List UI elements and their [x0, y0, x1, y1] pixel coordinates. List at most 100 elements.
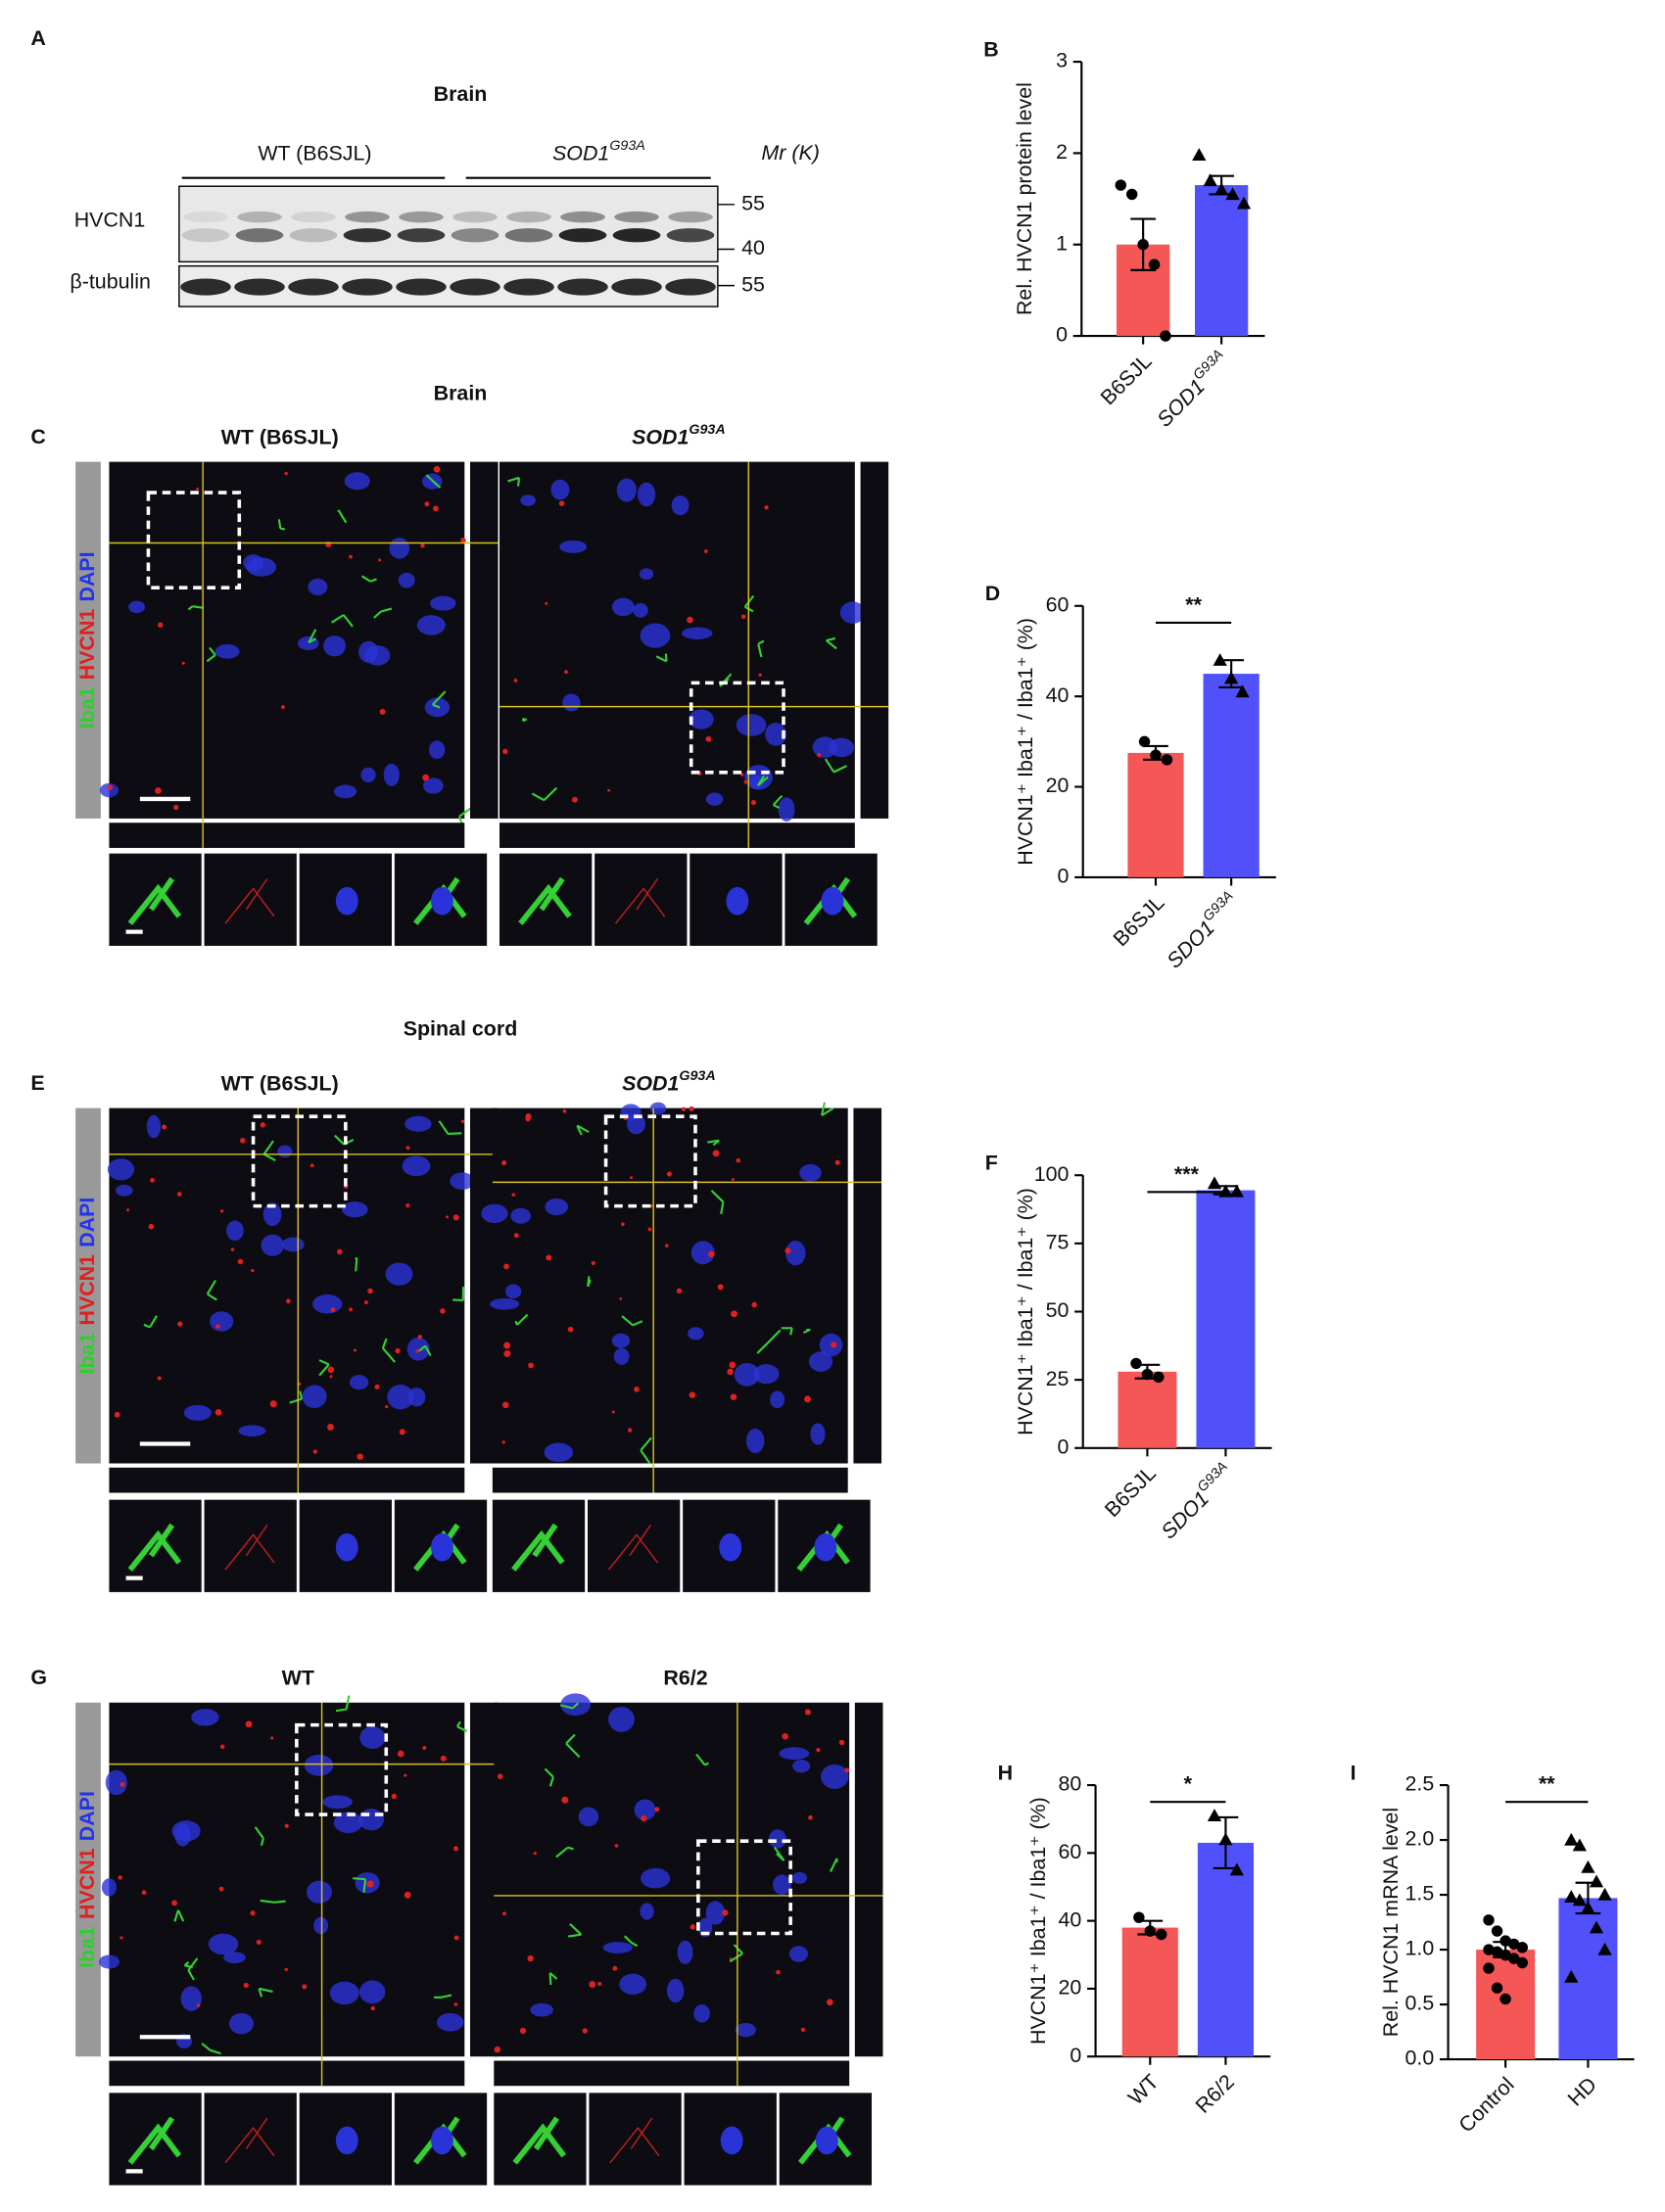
green-process: [355, 1256, 358, 1272]
nucleus: [671, 495, 690, 516]
red-dot: [804, 1395, 811, 1403]
y-tick-label: 0: [1058, 1435, 1070, 1458]
green-process: [308, 629, 317, 644]
red-dot: [513, 1233, 519, 1239]
nucleus: [105, 1769, 127, 1796]
label-name: SOD1: [632, 425, 689, 448]
red-dot: [501, 1401, 509, 1409]
nucleus: [358, 1809, 385, 1831]
red-dot: [452, 1846, 458, 1852]
data-point: [1516, 1956, 1528, 1969]
micrograph: [500, 461, 855, 819]
y-axis-label: HVCN1⁺ Iba1⁺ / Iba1⁺ (%): [1026, 1797, 1050, 2045]
y-axis-label: Rel. HVCN1 mRNA level: [1379, 1808, 1403, 2037]
nucleus: [489, 1297, 520, 1310]
inset-nucleus: [431, 886, 453, 916]
category-name: WT: [1123, 2070, 1164, 2110]
row-label: β-tubulin: [70, 269, 151, 293]
red-dot: [155, 787, 162, 794]
green-process: [254, 1826, 264, 1847]
data-point: [1564, 1890, 1579, 1904]
nucleus: [504, 1284, 522, 1299]
green-process: [829, 1858, 838, 1872]
ortho-side: [470, 461, 499, 819]
nucleus: [773, 1874, 791, 1896]
inset-nucleus: [335, 1532, 358, 1562]
nucleus: [745, 1428, 765, 1454]
nucleus: [302, 1385, 327, 1409]
red-dot: [141, 1890, 147, 1896]
green-process: [729, 1944, 743, 1963]
red-dot: [405, 1146, 410, 1151]
green-process: [531, 786, 558, 802]
data-point: [1229, 1184, 1244, 1198]
y-tick-label: 1.5: [1405, 1882, 1435, 1906]
inset: [204, 1499, 297, 1592]
red-dot: [363, 1300, 368, 1304]
category-name: HD: [1563, 2072, 1601, 2110]
red-dot: [776, 1969, 781, 1975]
red-dot: [385, 1404, 389, 1409]
red-dot: [689, 1391, 696, 1398]
ortho-bottom: [109, 1467, 465, 1493]
green-process: [695, 1753, 709, 1766]
significance: **: [1185, 592, 1202, 616]
red-dot: [665, 1244, 669, 1247]
red-dot: [627, 1428, 633, 1433]
y-tick-label: 2: [1056, 140, 1068, 164]
blot-band: [560, 211, 605, 223]
green-process: [187, 1957, 199, 1981]
nucleus: [402, 1155, 431, 1177]
nucleus: [312, 1294, 343, 1314]
data-point: [1491, 1946, 1503, 1958]
blot-band: [343, 228, 392, 243]
stain-name: DAPI: [75, 1791, 99, 1841]
nucleus: [116, 1184, 133, 1197]
green-process: [756, 1329, 782, 1354]
micrograph: [492, 1107, 848, 1464]
label-name: SOD1: [552, 141, 609, 165]
data-point: [1133, 1911, 1145, 1923]
green-process: [418, 1344, 432, 1356]
y-tick-label: 0: [1056, 323, 1068, 347]
inset-nucleus: [335, 886, 358, 916]
red-dot: [302, 1984, 308, 1990]
red-dot: [838, 1739, 845, 1746]
nucleus: [753, 1364, 780, 1385]
label-name: R6/2: [663, 1666, 707, 1689]
data-point: [1192, 148, 1207, 161]
red-dot: [374, 1384, 380, 1389]
y-tick-label: 40: [1046, 683, 1070, 707]
inset-nucleus: [431, 2126, 453, 2155]
green-process: [381, 1338, 396, 1363]
red-dot: [676, 1288, 683, 1294]
blot-box: [178, 185, 719, 263]
red-dot: [177, 1321, 183, 1327]
red-dot: [519, 2027, 527, 2034]
red-dot: [751, 1301, 757, 1308]
red-dot: [502, 748, 508, 755]
stain-name: HVCN1: [75, 1254, 99, 1326]
red-dot: [349, 554, 353, 559]
data-point: [1581, 1901, 1595, 1914]
red-dot: [546, 1254, 552, 1261]
data-point: [1224, 671, 1239, 684]
red-dot: [330, 1307, 336, 1312]
bar: [1197, 1842, 1254, 2057]
red-dot: [808, 1814, 813, 1820]
red-dot: [126, 1208, 130, 1212]
nucleus: [281, 1237, 305, 1252]
inset-process: [609, 2117, 660, 2164]
x-tick-label: SOD1G93A: [1150, 347, 1234, 431]
nucleus: [810, 1423, 826, 1445]
micrograph-texture: [481, 1102, 843, 1464]
red-dot: [816, 1748, 821, 1753]
inset-nucleus: [814, 1532, 837, 1562]
label: WT (B6SJL): [221, 425, 339, 448]
nucleus: [344, 472, 370, 491]
red-dot: [525, 1115, 531, 1122]
red-dot: [647, 1227, 652, 1232]
red-dot: [654, 1807, 660, 1812]
red-dot: [666, 1171, 672, 1177]
red-dot: [404, 1891, 411, 1899]
